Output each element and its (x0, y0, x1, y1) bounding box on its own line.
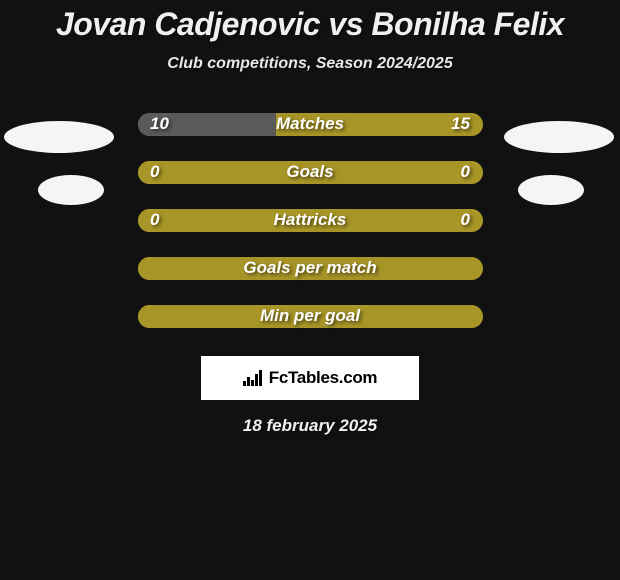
stat-value-left: 10 (150, 114, 169, 134)
subtitle: Club competitions, Season 2024/2025 (0, 55, 620, 73)
stat-label: Goals per match (0, 258, 620, 278)
stat-value-right: 15 (451, 114, 470, 134)
stat-value-left: 0 (150, 210, 159, 230)
stat-row: Hattricks0 0 (0, 209, 620, 234)
barchart-icon (243, 370, 263, 386)
logo-box[interactable]: FcTables.com (201, 356, 419, 400)
stat-label: Goals (0, 162, 620, 182)
stat-label: Hattricks (0, 210, 620, 230)
stat-value-right: 0 (461, 210, 470, 230)
stat-row: Goals0 0 (0, 161, 620, 186)
date-text: 18 february 2025 (0, 416, 620, 436)
stat-value-left: 0 (150, 162, 159, 182)
page-title: Jovan Cadjenovic vs Bonilha Felix (0, 0, 620, 43)
stat-label: Min per goal (0, 306, 620, 326)
stat-value-right: 0 (461, 162, 470, 182)
logo-text: FcTables.com (269, 368, 378, 388)
stat-row: Min per goal (0, 305, 620, 330)
stat-label: Matches (0, 114, 620, 134)
stat-row: Goals per match (0, 257, 620, 282)
stat-row: Matches10 15 (0, 113, 620, 138)
